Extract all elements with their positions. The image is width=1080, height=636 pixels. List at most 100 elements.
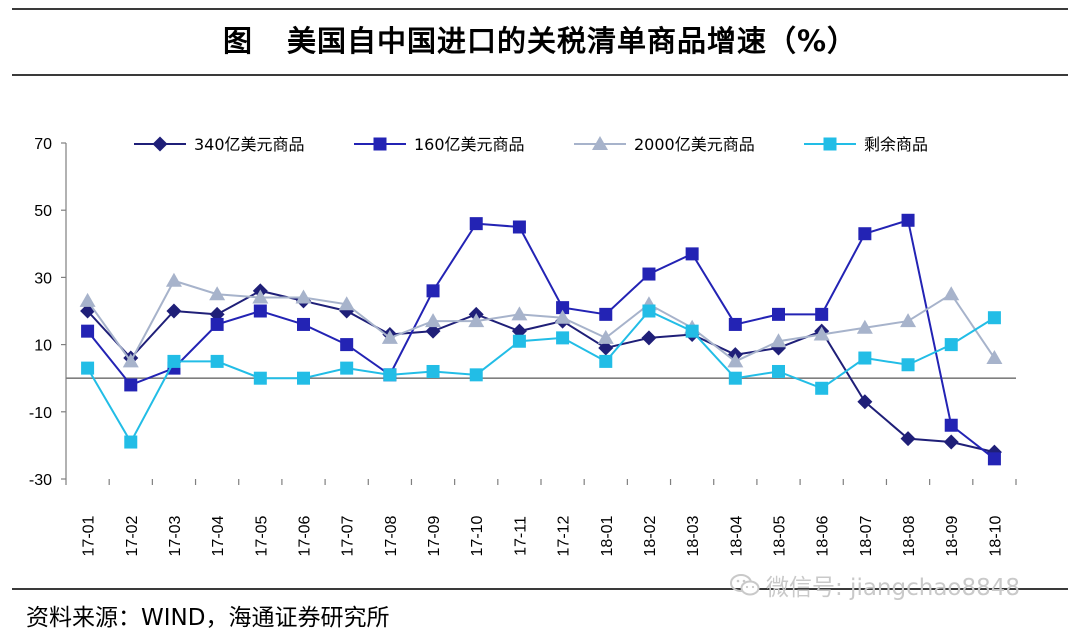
data-point xyxy=(857,394,873,410)
x-tick-label: 18-03 xyxy=(685,515,702,556)
x-tick-label: 17-08 xyxy=(383,515,400,556)
data-point xyxy=(987,452,1001,466)
data-point xyxy=(986,350,1003,365)
data-point xyxy=(81,324,95,338)
data-point xyxy=(856,319,873,334)
data-point xyxy=(858,227,872,241)
data-point xyxy=(297,371,310,385)
data-point xyxy=(944,338,958,352)
data-point xyxy=(511,306,528,321)
y-tick-label: -30 xyxy=(29,472,52,489)
x-tick-label: 18-04 xyxy=(728,515,745,556)
data-point xyxy=(381,329,398,344)
data-point xyxy=(599,307,613,321)
data-point xyxy=(338,296,355,311)
data-point xyxy=(167,354,181,368)
axes xyxy=(65,143,1016,479)
x-tick-label: 17-04 xyxy=(210,515,227,556)
series-line xyxy=(86,289,995,454)
data-point xyxy=(425,313,442,328)
watermark-text: 微信号: jiangchao8848 xyxy=(766,575,1021,601)
data-point xyxy=(124,435,138,449)
data-point xyxy=(124,378,138,392)
x-tick-label: 17-10 xyxy=(469,515,486,556)
series-line xyxy=(86,309,995,445)
legend-item: 340亿美元商品 xyxy=(134,135,305,154)
series-1 xyxy=(80,283,1002,460)
legend-marker xyxy=(152,136,168,152)
data-point xyxy=(772,307,785,321)
x-axis-ticks: 17-01 17-02 17-03 17-04 17-05 17-06 17-07 17-08… xyxy=(65,479,1017,556)
source-note: 资料来源：WIND，海通证券研究所 xyxy=(26,605,390,631)
data-point xyxy=(728,317,742,331)
data-point xyxy=(166,303,182,319)
legend-item: 剩余商品 xyxy=(804,135,928,154)
series-group xyxy=(79,213,1003,466)
data-point xyxy=(252,289,269,304)
x-tick-label: 17-03 xyxy=(167,515,184,556)
series-line xyxy=(86,218,996,460)
data-point xyxy=(295,289,312,304)
y-tick-label: -10 xyxy=(29,405,52,422)
wechat-icon xyxy=(730,574,760,596)
bottom-rule xyxy=(12,588,1068,590)
x-tick-label: 18-09 xyxy=(944,515,961,556)
figure-title-text: 美国自中国进口的关税清单商品增速（%） xyxy=(286,24,858,58)
data-point xyxy=(727,353,744,368)
data-point xyxy=(858,351,872,365)
data-point xyxy=(728,371,742,385)
x-tick-label: 17-11 xyxy=(512,516,529,556)
data-point xyxy=(468,313,485,328)
legend-marker xyxy=(373,137,387,151)
figure-label: 图 xyxy=(222,24,253,58)
data-point xyxy=(944,418,958,432)
data-point xyxy=(815,307,829,321)
data-point xyxy=(599,354,613,368)
data-point xyxy=(512,334,526,348)
data-point xyxy=(253,371,267,385)
data-point xyxy=(426,364,440,378)
data-point xyxy=(685,247,699,261)
y-tick-label: 50 xyxy=(34,203,52,220)
x-tick-label: 17-06 xyxy=(297,515,314,556)
x-tick-label: 18-07 xyxy=(858,515,875,556)
x-tick-label: 17-02 xyxy=(124,515,141,556)
data-point xyxy=(641,330,657,346)
figure-title: 图美国自中国进口的关税清单商品增速（%） xyxy=(0,18,1080,60)
x-tick-label: 17-05 xyxy=(253,515,270,556)
legend-item: 160亿美元商品 xyxy=(354,135,525,154)
data-point xyxy=(165,272,182,287)
data-point xyxy=(425,323,441,339)
legend-label: 160亿美元商品 xyxy=(414,135,525,154)
x-tick-label: 18-05 xyxy=(772,515,789,556)
data-point xyxy=(253,304,267,318)
data-point xyxy=(901,213,915,227)
watermark: 微信号: jiangchao8848 xyxy=(730,568,1020,602)
x-tick-label: 18-08 xyxy=(901,515,918,556)
top-rule xyxy=(12,8,1068,10)
data-point xyxy=(900,431,916,447)
data-point xyxy=(81,361,95,375)
series-3 xyxy=(79,272,1003,368)
legend: 340亿美元商品 160亿美元商品 2000亿美元商品 剩余商品 xyxy=(134,135,928,154)
line-chart: 70 50 30 10 -10 -30 17-01 17-02 17-03 17-04 17-05… xyxy=(29,135,1017,556)
data-point xyxy=(209,286,226,301)
series-4 xyxy=(81,304,1001,449)
data-point xyxy=(556,301,570,315)
data-point xyxy=(210,317,224,331)
data-point xyxy=(512,220,526,234)
data-point xyxy=(943,434,959,450)
y-axis-ticks: 70 50 30 10 -10 -30 xyxy=(29,136,66,489)
x-tick-label: 18-02 xyxy=(642,515,659,556)
data-point xyxy=(642,267,656,281)
series-line xyxy=(86,279,996,364)
x-tick-label: 18-10 xyxy=(987,515,1004,556)
data-point xyxy=(340,338,354,352)
data-point xyxy=(815,381,829,395)
x-tick-label: 17-12 xyxy=(556,515,573,556)
data-point xyxy=(685,324,699,338)
y-tick-label: 10 xyxy=(34,338,52,355)
y-tick-label: 70 xyxy=(34,136,52,153)
data-point xyxy=(469,217,483,231)
x-tick-label: 18-01 xyxy=(599,515,616,556)
